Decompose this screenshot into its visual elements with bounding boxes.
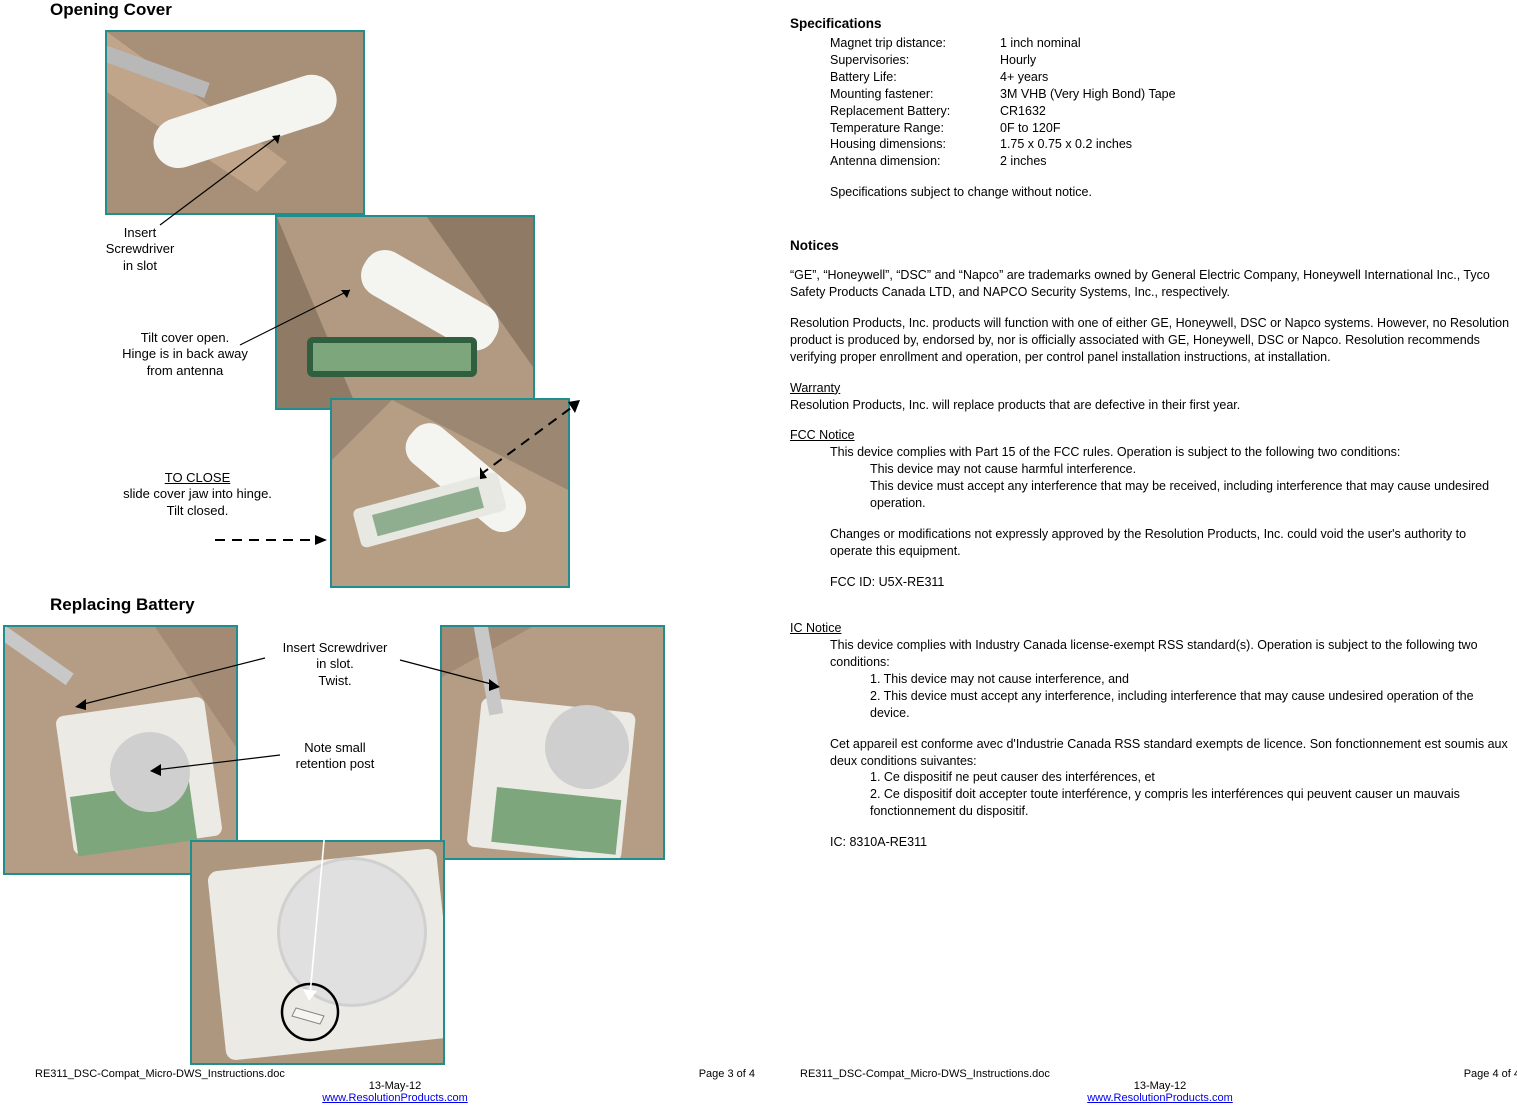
footer-page-4: RE311_DSC-Compat_Micro-DWS_Instructions.… <box>800 1068 1517 1104</box>
heading-notices: Notices <box>790 237 1510 255</box>
spec-label: Housing dimensions: <box>790 136 1000 153</box>
footer-link[interactable]: www.ResolutionProducts.com <box>322 1092 468 1104</box>
spec-label: Mounting fastener: <box>790 86 1000 103</box>
caption-insert-twist: Insert Screwdriver in slot. Twist. <box>260 640 410 689</box>
footer-pagenum: Page 3 of 4 <box>699 1068 755 1080</box>
caption-to-close-line1: TO CLOSE <box>165 470 231 485</box>
heading-fcc: FCC Notice <box>790 427 1510 444</box>
spec-value: 1 inch nominal <box>1000 35 1081 52</box>
arrow-tilt-open <box>230 310 390 370</box>
fcc-bullet-1: This device may not cause harmful interf… <box>790 461 1510 478</box>
heading-warranty: Warranty <box>790 380 1510 397</box>
fcc-changes: Changes or modifications not expressly a… <box>790 526 1510 560</box>
fcc-intro: This device complies with Part 15 of the… <box>790 444 1510 461</box>
spec-value: CR1632 <box>1000 103 1046 120</box>
footer-filename: RE311_DSC-Compat_Micro-DWS_Instructions.… <box>35 1068 285 1080</box>
dashed-arrow-left <box>215 525 335 555</box>
spec-value: 0F to 120F <box>1000 120 1060 137</box>
spec-value: Hourly <box>1000 52 1036 69</box>
spec-row: Battery Life:4+ years <box>790 69 1510 86</box>
spec-label: Battery Life: <box>790 69 1000 86</box>
footer-link-r[interactable]: www.ResolutionProducts.com <box>1087 1092 1233 1104</box>
right-column: Specifications Magnet trip distance:1 in… <box>790 15 1510 851</box>
spec-label: Replacement Battery: <box>790 103 1000 120</box>
ic-id: IC: 8310A-RE311 <box>790 834 1510 851</box>
dashed-arrow-right <box>480 395 600 485</box>
ic-bullet-1: 1. This device may not cause interferenc… <box>790 671 1510 688</box>
ic-intro: This device complies with Industry Canad… <box>790 637 1510 671</box>
heading-replacing-battery: Replacing Battery <box>50 595 195 615</box>
spec-label: Antenna dimension: <box>790 153 1000 170</box>
spec-value: 3M VHB (Very High Bond) Tape <box>1000 86 1176 103</box>
footer-filename-r: RE311_DSC-Compat_Micro-DWS_Instructions.… <box>800 1068 1050 1080</box>
footer-date-r: 13-May-12 <box>800 1080 1517 1092</box>
ic-fr-intro: Cet appareil est conforme avec d'Industr… <box>790 736 1510 770</box>
spec-row: Mounting fastener:3M VHB (Very High Bond… <box>790 86 1510 103</box>
spec-value: 1.75 x 0.75 x 0.2 inches <box>1000 136 1132 153</box>
spec-label: Supervisories: <box>790 52 1000 69</box>
spec-value: 2 inches <box>1000 153 1047 170</box>
arrow-insert-twist-left <box>70 650 270 730</box>
footer-date: 13-May-12 <box>35 1080 755 1092</box>
heading-specifications: Specifications <box>790 15 1510 33</box>
notices-compat: Resolution Products, Inc. products will … <box>790 315 1510 366</box>
spec-row: Housing dimensions:1.75 x 0.75 x 0.2 inc… <box>790 136 1510 153</box>
caption-to-close: TO CLOSE slide cover jaw into hinge.Tilt… <box>105 470 290 519</box>
spec-row: Magnet trip distance:1 inch nominal <box>790 35 1510 52</box>
fcc-bullet-2: This device must accept any interference… <box>790 478 1510 512</box>
ic-bullet-2: 2. This device must accept any interfere… <box>790 688 1510 722</box>
warranty-body: Resolution Products, Inc. will replace p… <box>790 397 1510 414</box>
fcc-id: FCC ID: U5X-RE311 <box>790 574 1510 591</box>
spec-row: Supervisories:Hourly <box>790 52 1510 69</box>
footer-page-3: RE311_DSC-Compat_Micro-DWS_Instructions.… <box>35 1068 755 1104</box>
caption-retention-post: Note small retention post <box>280 740 390 773</box>
ic-fr-bullet-1: 1. Ce dispositif ne peut causer des inte… <box>790 769 1510 786</box>
spec-table: Magnet trip distance:1 inch nominalSuper… <box>790 35 1510 170</box>
spec-label: Temperature Range: <box>790 120 1000 137</box>
photo-insert-screwdriver <box>105 30 365 215</box>
arrow-retention-down <box>315 775 375 1005</box>
heading-ic: IC Notice <box>790 620 1510 637</box>
arrow-retention-left <box>150 750 290 790</box>
spec-value: 4+ years <box>1000 69 1048 86</box>
heading-opening-cover: Opening Cover <box>50 0 172 20</box>
spec-row: Temperature Range:0F to 120F <box>790 120 1510 137</box>
ic-fr-bullet-2: 2. Ce dispositif doit accepter toute int… <box>790 786 1510 820</box>
footer-pagenum-r: Page 4 of 4 <box>1464 1068 1517 1080</box>
spec-label: Magnet trip distance: <box>790 35 1000 52</box>
spec-change-notice: Specifications subject to change without… <box>790 184 1510 201</box>
notices-trademarks: “GE”, “Honeywell”, “DSC” and “Napco” are… <box>790 267 1510 301</box>
arrow-insert-twist-right <box>400 645 520 715</box>
spec-row: Antenna dimension:2 inches <box>790 153 1510 170</box>
arrow-insert-slot <box>150 200 320 280</box>
caption-to-close-rest: slide cover jaw into hinge.Tilt closed. <box>123 486 272 517</box>
spec-row: Replacement Battery:CR1632 <box>790 103 1510 120</box>
